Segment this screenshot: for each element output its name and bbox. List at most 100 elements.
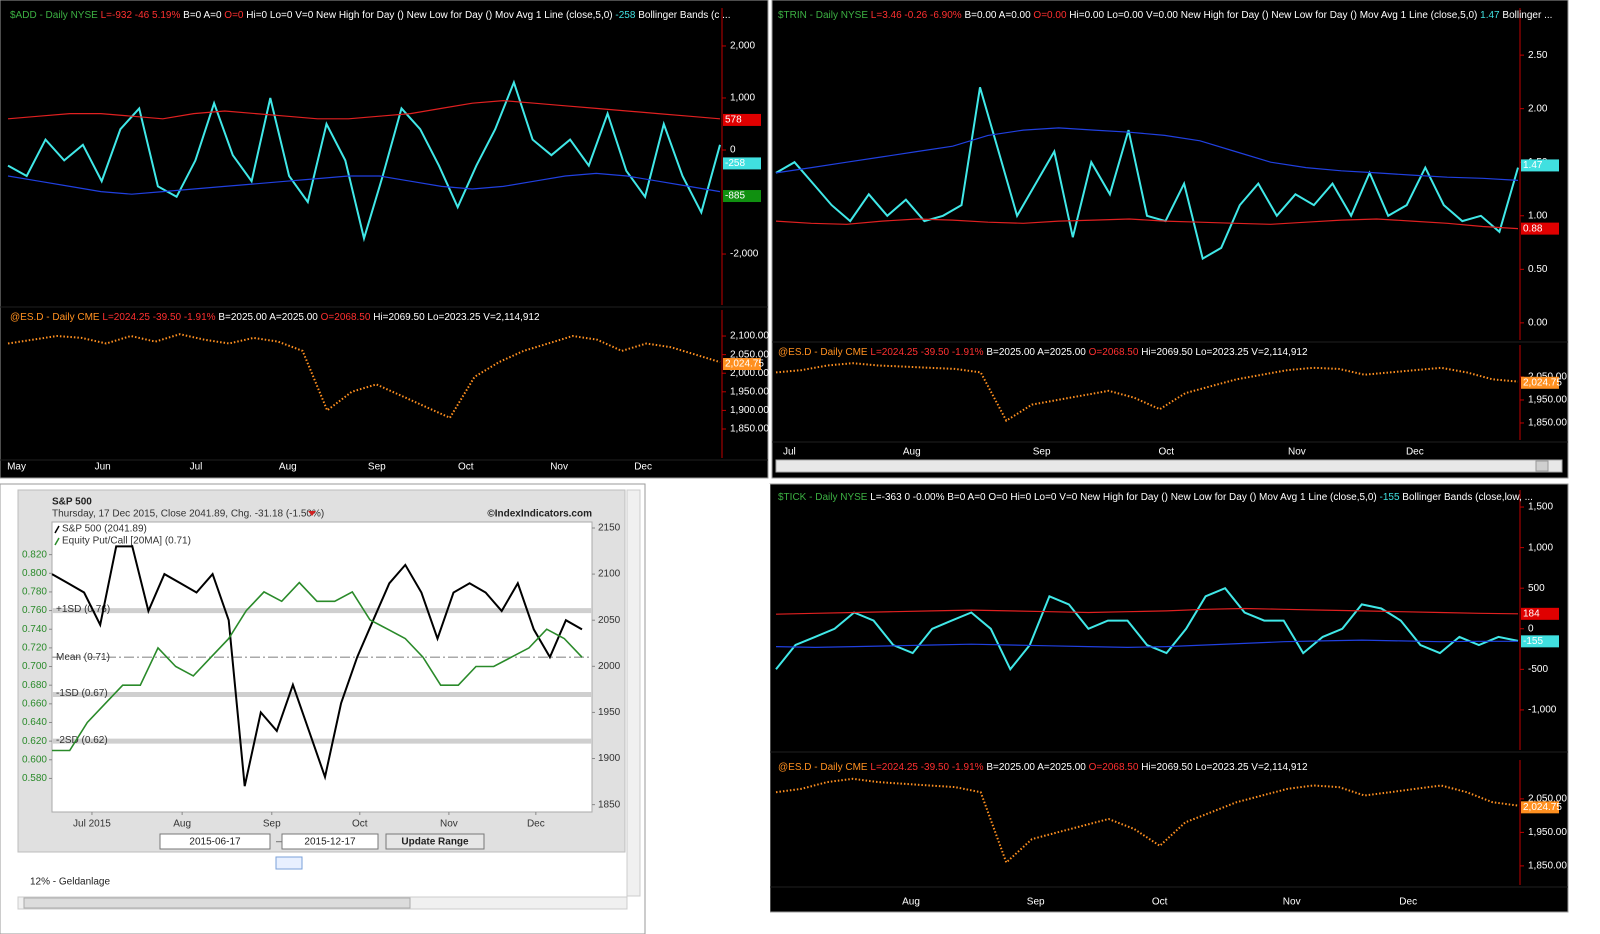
scroll-thumb[interactable] (1535, 460, 1549, 472)
separator-text: — (276, 837, 286, 848)
x-tick-label: Sep (368, 462, 386, 473)
header-part: L=2024.25 -39.50 -1.91% (100, 312, 216, 323)
pane-header: $TICK - Daily NYSE L=-363 0 -0.00% B=0 A… (778, 492, 1533, 503)
y-tick-label: 0 (1528, 623, 1534, 634)
x-tick-label: Dec (1399, 897, 1417, 908)
value-box-label: 2,024.75 (1523, 377, 1562, 388)
x-tick-label: Dec (1406, 447, 1424, 458)
value-box-label: -885 (725, 191, 745, 202)
credit: ©IndexIndicators.com (487, 509, 592, 520)
header-part: B=2025.00 A=2025.00 (984, 347, 1087, 358)
indicator-line (775, 218, 1519, 230)
y-tick-label: 1,950.00 (1528, 827, 1567, 838)
x-tick-label: Oct (458, 462, 474, 473)
x-tick-label: Oct (1159, 447, 1175, 458)
header-part: -258 (613, 10, 636, 21)
x-tick-label: Aug (173, 819, 191, 830)
x-tick-label: Jul (783, 447, 796, 458)
ad-text[interactable]: 12% - Geldanlage (30, 877, 110, 888)
price-line (775, 777, 1519, 865)
header-part: B=2025.00 A=2025.00 (216, 312, 319, 323)
value-box (723, 157, 761, 170)
header-part: Bollinger Bands (c ... (635, 10, 730, 21)
y-tick-label: 2,100.00 (730, 331, 769, 342)
band-label: -2SD (0.62) (56, 735, 108, 746)
y-tick-label: 0.620 (22, 736, 47, 747)
x-tick-label: Dec (527, 819, 545, 830)
pane-header: @ES.D - Daily CME L=2024.25 -39.50 -1.91… (778, 762, 1308, 773)
y-tick-label: 500 (1528, 583, 1545, 594)
y-tick-label: 1,850.00 (730, 424, 769, 435)
pane-header: @ES.D - Daily CME L=2024.25 -39.50 -1.91… (10, 312, 540, 323)
v-scrollbar[interactable] (626, 489, 641, 897)
header-part: Bollinger ... (1500, 10, 1553, 21)
date-input-text[interactable]: 2015-12-17 (304, 837, 356, 848)
header-part: L=3.46 -0.26 -6.90% (868, 10, 962, 21)
update-button-label[interactable]: Update Range (401, 837, 469, 848)
y2-tick-label: 2150 (598, 523, 621, 534)
y-tick-label: 2,050.00 (1528, 794, 1567, 805)
x-tick-label: Nov (1283, 897, 1301, 908)
value-box (1521, 159, 1559, 172)
x-tick-label: Aug (903, 447, 921, 458)
x-tick-label: Sep (1027, 897, 1045, 908)
y-tick-label: 0.580 (22, 773, 47, 784)
y-tick-label: -500 (1528, 664, 1548, 675)
y-tick-label: -2,000 (730, 249, 759, 260)
indicator-line (775, 127, 1519, 181)
value-box (1521, 635, 1559, 648)
header-part: O=2068.50 (1086, 762, 1139, 773)
header-part: L=2024.25 -39.50 -1.91% (868, 347, 984, 358)
x-tick-label: Aug (902, 897, 920, 908)
y2-tick-label: 2000 (598, 661, 621, 672)
ad-badge[interactable] (275, 856, 303, 870)
y-tick-label: 0.50 (1528, 264, 1548, 275)
x-tick-label: Jul (190, 462, 203, 473)
y-tick-label: 2.50 (1528, 50, 1548, 61)
y-tick-label: 1,850.00 (1528, 861, 1567, 872)
legend-swatch (54, 525, 60, 534)
y-tick-label: 1,950.00 (1528, 395, 1567, 406)
price-line (7, 333, 721, 420)
header-part: O=0.00 (1031, 10, 1067, 21)
header-part: $TICK - Daily NYSE (778, 492, 868, 503)
value-box (1521, 376, 1559, 389)
y-tick-label: 0.820 (22, 549, 47, 560)
x-tick-label: Jul 2015 (73, 819, 111, 830)
x-tick-label: May (7, 462, 26, 473)
header-part: O=2068.50 (318, 312, 371, 323)
value-box (1521, 222, 1559, 235)
chart-pane (769, 483, 1569, 913)
scrollbar[interactable] (775, 459, 1563, 473)
date-input[interactable] (159, 833, 271, 850)
dropdown-arrow[interactable] (308, 511, 316, 516)
band-label: Mean (0.71) (56, 652, 110, 663)
value-box (723, 358, 761, 371)
header-part: 1.47 (1477, 10, 1500, 21)
value-box-label: 2,024.75 (725, 359, 764, 370)
y-tick-label: 1,900.00 (730, 405, 769, 416)
update-button[interactable] (385, 833, 485, 850)
y-tick-label: 0.640 (22, 717, 47, 728)
value-box-label: 184 (1523, 608, 1540, 619)
price-line (775, 362, 1519, 423)
value-box-label: 1.47 (1523, 160, 1543, 171)
y-tick-label: 0.720 (22, 643, 47, 654)
date-input-text[interactable]: 2015-06-17 (189, 837, 241, 848)
plot-area (51, 521, 593, 813)
x-tick-label: Oct (352, 819, 368, 830)
header-part: Bollinger Bands (close,low, ... (1400, 492, 1533, 503)
y-tick-label: 2.00 (1528, 103, 1548, 114)
y-tick-label: 1,950.00 (730, 386, 769, 397)
value-box-label: 2,024.75 (1523, 802, 1562, 813)
y2-tick-label: 2050 (598, 615, 621, 626)
date-input[interactable] (281, 833, 379, 850)
h-scroll-thumb[interactable] (23, 897, 411, 909)
header-part: B=2025.00 A=2025.00 (984, 762, 1087, 773)
band-label: -1SD (0.67) (56, 688, 108, 699)
y-tick-label: 1,000 (1528, 542, 1553, 553)
y-tick-label: 2,000.00 (730, 368, 769, 379)
x-tick-label: Oct (1152, 897, 1168, 908)
empty-area (645, 484, 770, 934)
